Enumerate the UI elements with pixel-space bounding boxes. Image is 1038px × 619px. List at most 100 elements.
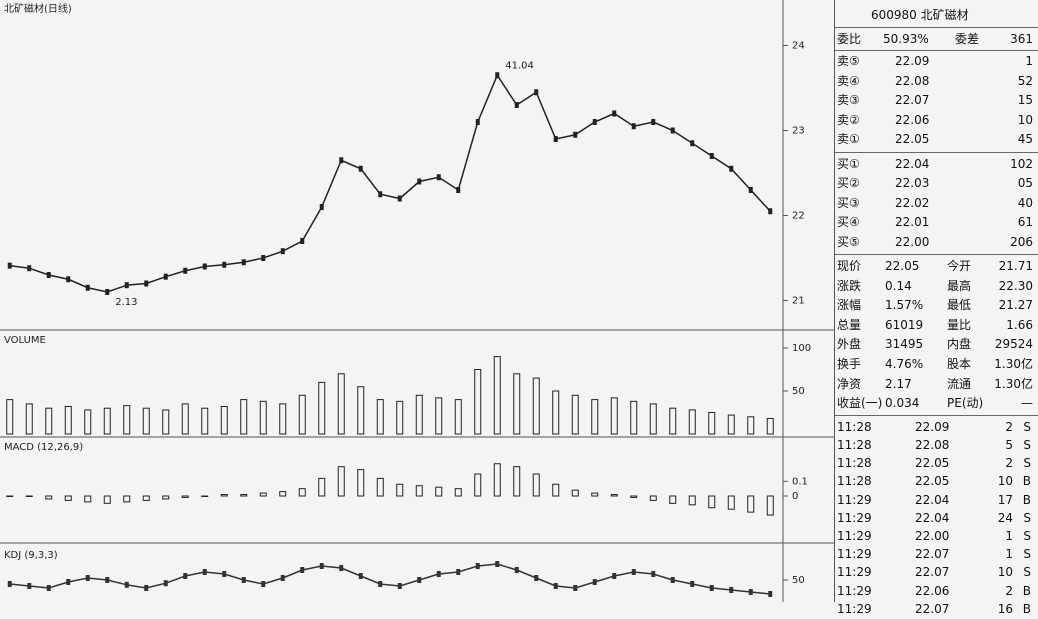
candle [202, 263, 207, 270]
tick-row: 11:29 22.00 1 S [835, 527, 1035, 546]
candle [144, 585, 149, 591]
bar [220, 405, 228, 435]
price-line [9, 73, 771, 293]
cell: 22.30 [998, 278, 1033, 293]
cell: B [1022, 583, 1031, 598]
candle [27, 265, 32, 272]
cell: 11:29 [837, 601, 872, 616]
candle [612, 573, 617, 579]
cell: 最高 [947, 278, 972, 293]
cell: B [1022, 492, 1031, 507]
candle [300, 567, 305, 573]
cell: 买① [837, 156, 860, 171]
y-tick-label: 21 [792, 296, 805, 307]
bar [6, 399, 14, 435]
candle [514, 102, 519, 108]
candle [436, 571, 441, 577]
tick-row: 11:28 22.05 2 S [835, 454, 1035, 473]
cell: 4.76% [885, 357, 924, 371]
order-level: 卖④ 22.08 52 [835, 72, 1035, 91]
bar [6, 495, 14, 497]
cell: 61019 [885, 317, 924, 332]
cell: 委差 [955, 32, 980, 46]
candle [7, 581, 12, 587]
y-tick-label: 50 [792, 386, 805, 397]
candle [456, 569, 461, 575]
cell: 涨跌 [837, 278, 862, 293]
cell: 16 [997, 601, 1013, 616]
cell: 22.05 [915, 474, 950, 489]
candle [358, 573, 363, 579]
candle [729, 165, 734, 172]
cell: 买⑤ [837, 234, 860, 249]
bar [532, 377, 540, 435]
bar [357, 469, 365, 497]
cell: 22.08 [915, 438, 950, 452]
candle [105, 289, 110, 295]
cell: 总量 [837, 317, 862, 332]
cell: S [1023, 529, 1031, 543]
y-tick-label: 24 [792, 41, 805, 52]
y-tick-label: 50 [792, 575, 805, 586]
candle [280, 575, 285, 581]
candle [300, 238, 305, 244]
cell: 600980 北矿磁材 [871, 8, 969, 22]
candle [534, 89, 539, 96]
tick-row: 11:29 22.07 1 S [835, 545, 1035, 564]
candle [144, 280, 149, 287]
chart-area: 北矿磁材(日线) 21 22 23 24 41.04 2.13 VOLUME 50 100 MACD… [0, 0, 834, 602]
bar [376, 477, 384, 497]
cell: 内盘 [947, 337, 972, 352]
candle [280, 248, 285, 255]
candle [241, 259, 246, 266]
stock-header: 600980 北矿磁材 [835, 6, 1035, 25]
separator [835, 254, 1038, 255]
candle [709, 585, 714, 591]
candle [514, 567, 519, 573]
candle [46, 585, 51, 591]
bar [298, 488, 306, 497]
stat-row: 收益(一) 0.034 PE(动) — [835, 394, 1035, 413]
cell: 换手 [837, 357, 862, 371]
cell: 股本 [947, 357, 972, 371]
bar [103, 407, 111, 435]
cell: 委比 [837, 32, 862, 46]
bar [493, 463, 501, 497]
candle [163, 273, 168, 280]
bar [747, 495, 755, 513]
candle [592, 579, 597, 585]
candle [670, 577, 675, 583]
cell: 流通 [947, 376, 972, 391]
cell: S [1023, 456, 1031, 471]
bar [103, 495, 111, 504]
candle [553, 583, 558, 589]
cell: 22.08 [895, 73, 930, 88]
pane-title: VOLUME [4, 335, 46, 346]
cell: 2 [1005, 456, 1013, 471]
order-level: 买⑤ 22.00 206 [835, 233, 1035, 252]
cell: 22.05 [885, 259, 920, 273]
cell: B [1022, 474, 1031, 489]
bar [337, 466, 345, 497]
y-tick-label: 0.1 [792, 476, 808, 487]
cell: 22.07 [915, 565, 950, 580]
bar [571, 489, 579, 497]
cell: 11:28 [837, 456, 872, 471]
candle [105, 577, 110, 583]
cell: 1 [1005, 547, 1013, 562]
cell: 净资 [837, 376, 862, 391]
cell: 卖④ [837, 73, 860, 88]
cell: 卖② [837, 112, 860, 127]
tick-row: 11:29 22.07 16 B [835, 600, 1035, 619]
bar [669, 495, 677, 504]
candle [729, 587, 734, 593]
cell: 2.17 [885, 376, 912, 391]
price-line [9, 563, 771, 595]
separator [835, 151, 1038, 153]
bar [45, 407, 53, 435]
candle [27, 583, 32, 589]
candle [163, 580, 168, 587]
stat-row: 涨跌 0.14 最高 22.30 [835, 277, 1035, 296]
candle [66, 276, 71, 283]
bar [84, 409, 92, 435]
